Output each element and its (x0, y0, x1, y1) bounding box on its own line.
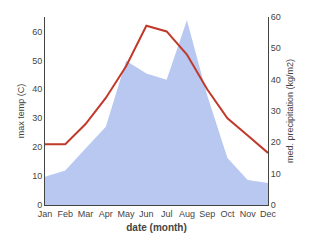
svg-text:Mar: Mar (78, 209, 94, 219)
svg-text:50: 50 (271, 43, 281, 53)
svg-text:30: 30 (32, 113, 42, 123)
svg-text:Apr: Apr (99, 209, 113, 219)
svg-text:Dec: Dec (260, 209, 277, 219)
svg-text:med. precipitation (kg/m2): med. precipitation (kg/m2) (285, 59, 295, 163)
svg-text:40: 40 (271, 75, 281, 85)
svg-text:Jun: Jun (139, 209, 154, 219)
svg-text:Jan: Jan (38, 209, 53, 219)
svg-text:0: 0 (37, 200, 42, 210)
svg-text:max temp (C): max temp (C) (16, 84, 26, 139)
svg-text:10: 10 (271, 169, 281, 179)
svg-text:10: 10 (32, 171, 42, 181)
svg-text:Nov: Nov (240, 209, 257, 219)
svg-text:Oct: Oct (220, 209, 235, 219)
svg-text:Sep: Sep (199, 209, 215, 219)
svg-text:40: 40 (32, 84, 42, 94)
svg-text:20: 20 (271, 137, 281, 147)
svg-text:Feb: Feb (58, 209, 74, 219)
svg-text:Aug: Aug (179, 209, 195, 219)
svg-text:0: 0 (271, 200, 276, 210)
svg-text:60: 60 (271, 12, 281, 22)
svg-text:60: 60 (32, 27, 42, 37)
svg-text:date (month): date (month) (126, 222, 187, 233)
svg-text:50: 50 (32, 56, 42, 66)
svg-text:May: May (118, 209, 136, 219)
svg-text:20: 20 (32, 142, 42, 152)
svg-text:30: 30 (271, 106, 281, 116)
svg-text:Jul: Jul (161, 209, 173, 219)
